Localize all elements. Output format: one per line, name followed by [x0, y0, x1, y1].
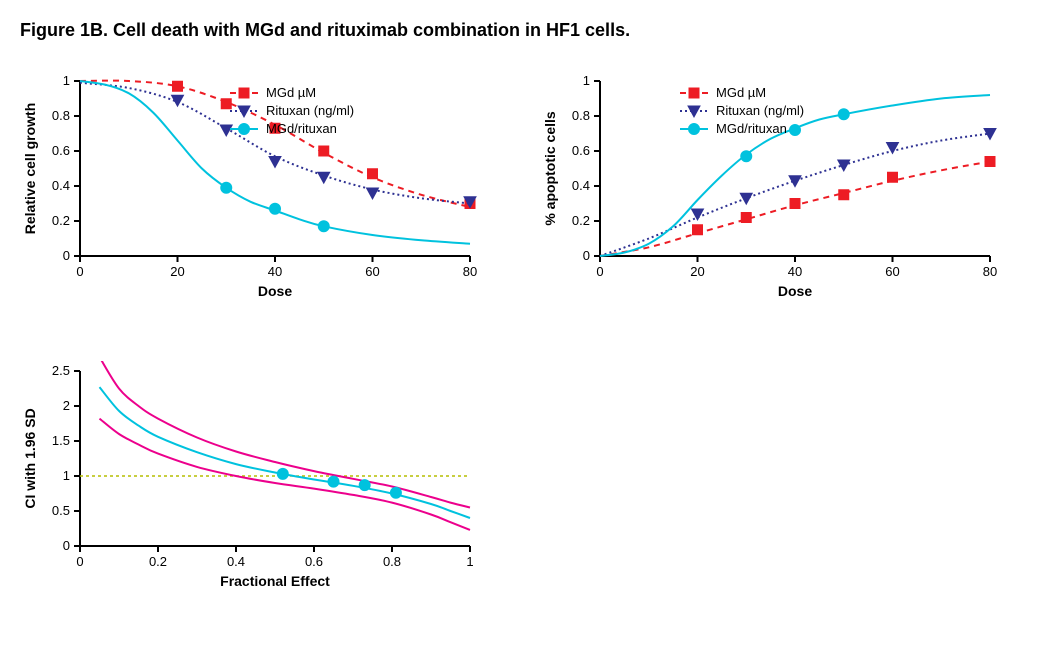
svg-text:0: 0 [583, 248, 590, 263]
svg-text:0.4: 0.4 [227, 554, 245, 569]
svg-text:2: 2 [63, 398, 70, 413]
svg-text:0.6: 0.6 [572, 143, 590, 158]
svg-text:80: 80 [463, 264, 477, 279]
svg-text:40: 40 [788, 264, 802, 279]
chart-apoptotic: 0 20 40 60 80 0 0.2 0.4 0.6 0.8 1 Dose % apoptotic c… [540, 71, 1000, 301]
svg-text:0.8: 0.8 [52, 108, 70, 123]
svg-text:0.2: 0.2 [149, 554, 167, 569]
svg-text:MGd/rituxan: MGd/rituxan [716, 121, 787, 136]
svg-text:1: 1 [63, 468, 70, 483]
svg-text:Rituxan (ng/ml): Rituxan (ng/ml) [716, 103, 804, 118]
svg-text:Relative cell growth: Relative cell growth [22, 103, 38, 234]
svg-text:0: 0 [63, 538, 70, 553]
svg-text:60: 60 [885, 264, 899, 279]
svg-text:20: 20 [170, 264, 184, 279]
svg-text:0.8: 0.8 [572, 108, 590, 123]
svg-text:0: 0 [63, 248, 70, 263]
svg-text:Rituxan (ng/ml): Rituxan (ng/ml) [266, 103, 354, 118]
svg-text:0.5: 0.5 [52, 503, 70, 518]
svg-text:MGd/rituxan: MGd/rituxan [266, 121, 337, 136]
panels-grid: 02040608000.20.40.60.81DoseRelative cell… [20, 71, 1030, 611]
svg-text:40: 40 [268, 264, 282, 279]
svg-text:0.2: 0.2 [52, 213, 70, 228]
svg-text:1: 1 [466, 554, 473, 569]
svg-text:20: 20 [690, 264, 704, 279]
svg-text:MGd µM: MGd µM [266, 85, 316, 100]
svg-text:80: 80 [983, 264, 997, 279]
svg-text:1: 1 [63, 73, 70, 88]
svg-text:0.8: 0.8 [383, 554, 401, 569]
svg-text:0.6: 0.6 [52, 143, 70, 158]
svg-text:% apoptotic cells: % apoptotic cells [542, 111, 558, 226]
svg-text:1.5: 1.5 [52, 433, 70, 448]
svg-text:1: 1 [583, 73, 590, 88]
svg-text:0.2: 0.2 [572, 213, 590, 228]
svg-text:Dose: Dose [778, 283, 812, 299]
panel-apoptotic: 0 20 40 60 80 0 0.2 0.4 0.6 0.8 1 Dose % apoptotic c… [540, 71, 1020, 321]
svg-text:Dose: Dose [258, 283, 292, 299]
chart-growth: 0 20 40 60 80 0 0.2 0.4 0.6 0.8 1 Dose Relative cell… [20, 71, 480, 301]
svg-text:Fractional Effect: Fractional Effect [220, 573, 330, 589]
svg-text:2.5: 2.5 [52, 363, 70, 378]
svg-text:CI with 1.96 SD: CI with 1.96 SD [22, 408, 38, 508]
chart-ci: 0 0.2 0.4 0.6 0.8 1 0 0.5 1 1.5 2 2.5 Fractional Eff… [20, 361, 480, 591]
svg-text:0.4: 0.4 [52, 178, 70, 193]
figure-title: Figure 1B. Cell death with MGd and ritux… [20, 20, 1030, 41]
svg-text:0: 0 [76, 554, 83, 569]
svg-text:0: 0 [596, 264, 603, 279]
svg-text:0.4: 0.4 [572, 178, 590, 193]
panel-growth: 0 20 40 60 80 0 0.2 0.4 0.6 0.8 1 Dose Relative cell… [20, 71, 500, 321]
svg-text:60: 60 [365, 264, 379, 279]
panel-ci: 0 0.2 0.4 0.6 0.8 1 0 0.5 1 1.5 2 2.5 Fractional Eff… [20, 361, 500, 611]
svg-text:0: 0 [76, 264, 83, 279]
svg-text:0.6: 0.6 [305, 554, 323, 569]
svg-text:MGd µM: MGd µM [716, 85, 766, 100]
